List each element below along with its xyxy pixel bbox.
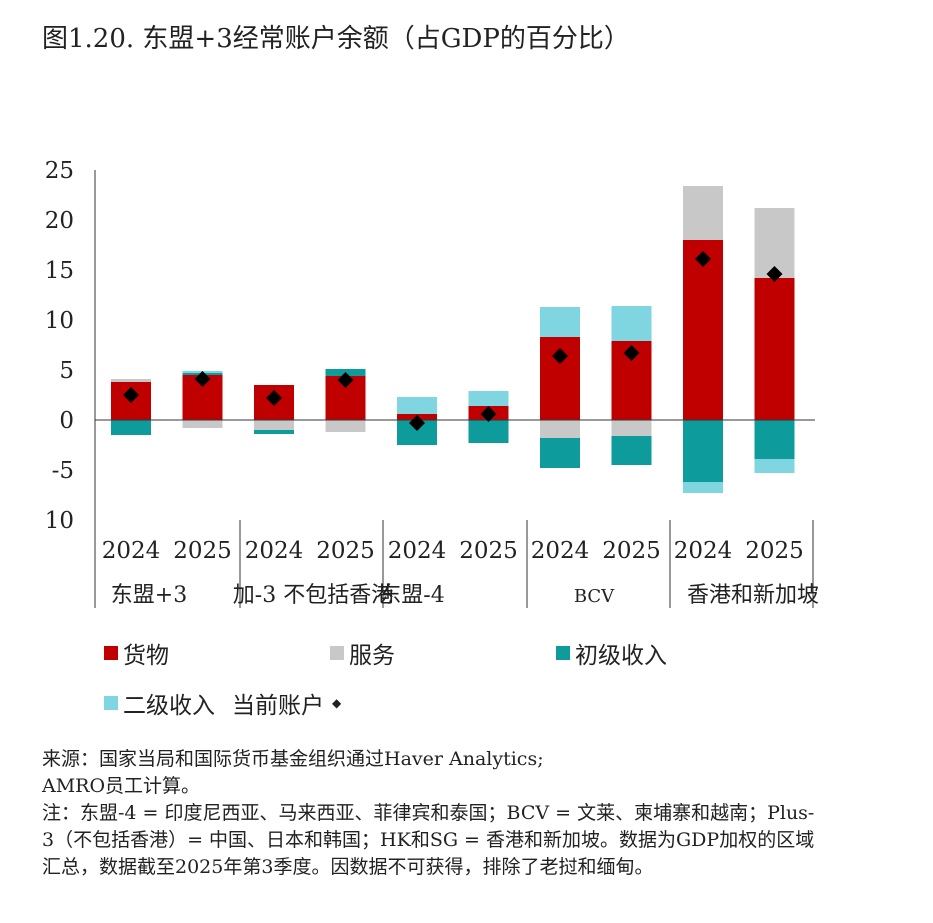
bar-segment-services: [254, 420, 294, 430]
y-tick-label: 5: [59, 358, 74, 384]
legend-label-current-account: 当前账户: [232, 693, 324, 719]
y-tick-label: 25: [45, 158, 74, 184]
current-account-marker: [123, 387, 139, 403]
group-label: 东盟-4: [379, 583, 444, 608]
current-account-marker: [623, 345, 640, 361]
bar-segment-services: [540, 420, 580, 438]
current-account-marker: [552, 348, 568, 364]
bar-segment-secondary-income: [611, 306, 652, 341]
diamond-icon: ◆: [332, 696, 342, 710]
group-label: BCV: [574, 586, 615, 607]
legend-swatch-services: [330, 646, 344, 660]
x-tick-label: 2025: [173, 538, 232, 564]
bar-segment-goods: [683, 240, 723, 420]
current-account-marker: [480, 406, 497, 422]
bar-segment-primary-income: [611, 436, 652, 465]
y-tick-label: -5: [52, 458, 74, 484]
current-account-marker: [766, 266, 783, 282]
current-account-marker: [266, 390, 282, 406]
x-tick-label: 2024: [674, 538, 733, 564]
x-tick-label: 2024: [531, 538, 590, 564]
source-line: 来源：国家当局和国际货币基金组织通过Haver Analytics;: [42, 748, 544, 770]
current-account-marker: [337, 372, 354, 388]
legend-label-primary-income: 初级收入: [575, 643, 667, 669]
legend-swatch-secondary-income: [104, 696, 118, 710]
bar-segment-services: [611, 420, 652, 436]
bar-segment-primary-income: [468, 420, 509, 443]
legend-swatch-goods: [104, 646, 118, 660]
y-tick-label: 10: [45, 508, 74, 534]
legend-item-goods: 货物: [104, 636, 169, 670]
bar-segment-goods: [754, 278, 795, 420]
bar-segment-primary-income: [683, 420, 723, 482]
bar-segment-secondary-income: [468, 391, 509, 406]
source-notes: 来源：国家当局和国际货币基金组织通过Haver Analytics; AMRO员…: [42, 746, 912, 881]
note-line: 汇总，数据截至2025年第3季度。因数据不可获得，排除了老挝和缅甸。: [42, 856, 654, 878]
bar-segment-services: [683, 186, 723, 240]
bar-segment-primary-income: [111, 420, 151, 435]
y-axis: 25 20 15 10 5 0 -5 10: [45, 158, 96, 534]
x-tick-label: 2024: [388, 538, 447, 564]
bar-segment-secondary-income: [754, 459, 795, 473]
group-label: 东盟+3: [111, 583, 187, 608]
group-label: 加-3 不包括香港: [233, 583, 393, 608]
bars: [95, 186, 815, 493]
x-tick-label: 2024: [102, 538, 161, 564]
current-account-marker: [409, 415, 425, 431]
legend-item-secondary-income: 二级收入: [104, 686, 215, 720]
current-account-markers: [123, 251, 783, 431]
bar-segment-secondary-income: [397, 397, 437, 414]
bar-segment-secondary-income: [540, 307, 580, 337]
bar-segment-services: [182, 420, 223, 428]
x-tick-label: 2024: [245, 538, 304, 564]
y-tick-label: 20: [45, 208, 74, 234]
bar-segment-primary-income: [540, 438, 580, 468]
legend-label-goods: 货物: [123, 643, 169, 669]
bar-segment-primary-income: [754, 420, 795, 459]
legend-item-primary-income: 初级收入: [556, 636, 667, 670]
chart-title: 图1.20. 东盟+3经常账户余额（占GDP的百分比）: [42, 24, 630, 54]
legend-label-services: 服务: [349, 643, 395, 669]
legend-label-secondary-income: 二级收入: [123, 693, 215, 719]
bar-segment-primary-income: [254, 430, 294, 434]
group-label: 香港和新加坡: [687, 583, 819, 608]
legend: 货物 服务 初级收入 二级收入 当前账户 ◆: [104, 636, 904, 736]
current-account-marker: [194, 371, 211, 387]
bar-segment-secondary-income: [683, 482, 723, 493]
y-tick-label: 15: [45, 258, 74, 284]
x-tick-label: 2025: [602, 538, 661, 564]
current-account-marker: [695, 251, 711, 267]
source-line: AMRO员工计算。: [42, 775, 201, 797]
note-line: 3（不包括香港）= 中国、日本和韩国；HK和SG = 香港和新加坡。数据为GDP…: [42, 829, 815, 851]
legend-item-services: 服务: [330, 636, 395, 670]
x-axis: 2024 2025 2024 2025 2024 2025 2024 2025 2024 2025…: [94, 520, 819, 608]
legend-swatch-primary-income: [556, 646, 570, 660]
x-tick-label: 2025: [459, 538, 518, 564]
y-tick-label: 0: [59, 408, 74, 434]
x-tick-label: 2025: [316, 538, 375, 564]
y-tick-label: 10: [45, 308, 74, 334]
bar-segment-services: [325, 420, 366, 432]
note-line: 注：东盟-4 = 印度尼西亚、马来西亚、菲律宾和泰国；BCV = 文莱、柬埔寨和…: [42, 802, 815, 824]
legend-item-current-account: 当前账户 ◆: [232, 686, 341, 720]
bar-segment-services: [111, 379, 151, 382]
x-tick-label: 2025: [745, 538, 804, 564]
